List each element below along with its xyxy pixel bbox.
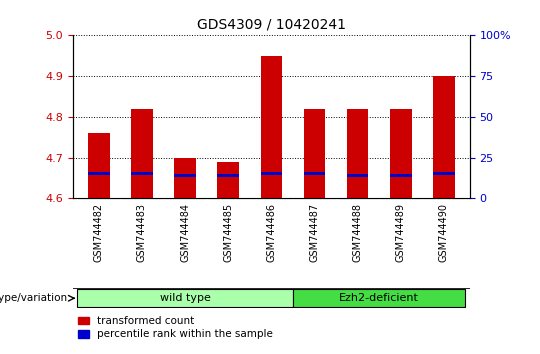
Bar [303, 172, 325, 176]
Text: GSM744490: GSM744490 [439, 203, 449, 262]
Bar [88, 172, 110, 176]
Bar [174, 174, 196, 177]
Bar [293, 290, 465, 307]
Bar [261, 172, 282, 176]
Bar [347, 109, 368, 198]
Bar [77, 290, 293, 307]
Bar [433, 172, 455, 176]
Bar [433, 76, 455, 198]
Text: GSM744487: GSM744487 [309, 203, 320, 262]
Bar [218, 161, 239, 198]
Bar [261, 56, 282, 198]
Bar [390, 109, 411, 198]
Legend: transformed count, percentile rank within the sample: transformed count, percentile rank withi… [78, 316, 273, 339]
Text: wild type: wild type [160, 293, 211, 303]
Bar [347, 174, 368, 177]
Title: GDS4309 / 10420241: GDS4309 / 10420241 [197, 17, 346, 32]
Text: GSM744488: GSM744488 [353, 203, 363, 262]
Text: GSM744486: GSM744486 [266, 203, 276, 262]
Text: GSM744485: GSM744485 [223, 203, 233, 262]
Bar [88, 133, 110, 198]
Text: Ezh2-deficient: Ezh2-deficient [339, 293, 419, 303]
Text: GSM744489: GSM744489 [396, 203, 406, 262]
Text: GSM744482: GSM744482 [94, 203, 104, 262]
Bar [131, 109, 153, 198]
Text: GSM744483: GSM744483 [137, 203, 147, 262]
Text: genotype/variation: genotype/variation [0, 293, 68, 303]
Bar [218, 174, 239, 177]
Text: GSM744484: GSM744484 [180, 203, 190, 262]
Bar [390, 174, 411, 177]
Bar [303, 109, 325, 198]
Bar [131, 172, 153, 176]
Bar [174, 158, 196, 198]
